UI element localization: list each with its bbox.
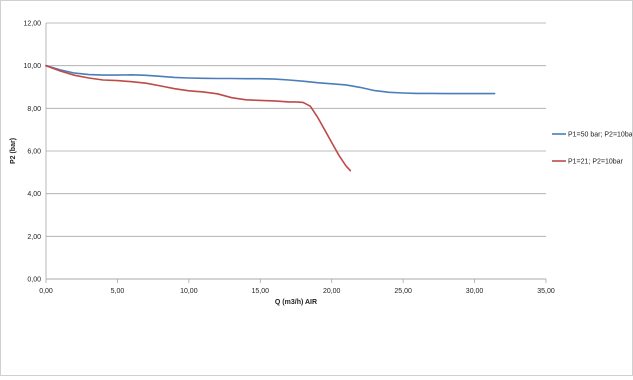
x-tick-label: 10,00	[180, 288, 198, 295]
y-tick-label: 10,00	[23, 63, 41, 70]
y-tick-label: 0,00	[27, 277, 41, 284]
y-tick-labels: 0,00 2,00 4,00 6,00 8,00 10,00 12,00	[23, 21, 41, 284]
x-tick-label: 15,00	[252, 288, 270, 295]
y-tick-label: 12,00	[23, 21, 41, 28]
legend-label-1: P1=50 bar; P2=10ba	[568, 132, 632, 139]
axes	[45, 23, 547, 283]
x-tick-label: 25,00	[394, 288, 412, 295]
x-tick-labels: 0,00 5,00 10,00 15,00 20,00 25,00 30,00 35,00	[39, 288, 555, 295]
legend-label-2: P1=21; P2=10bar	[568, 159, 624, 166]
x-tick-label: 20,00	[323, 288, 341, 295]
y-tick-label: 8,00	[27, 106, 41, 113]
series-lines	[45, 64, 496, 172]
y-tick-label: 4,00	[27, 191, 41, 198]
legend: P1=50 bar; P2=10ba P1=21; P2=10bar	[552, 132, 633, 166]
series-line-2	[45, 64, 352, 172]
x-tick-label: 0,00	[39, 288, 53, 295]
series-line-1	[45, 64, 496, 95]
x-tick-label: 30,00	[466, 288, 484, 295]
x-axis-title: Q (m3/h) AIR	[275, 299, 317, 306]
y-tick-label: 6,00	[27, 149, 41, 156]
x-tick-label: 5,00	[111, 288, 125, 295]
y-tick-label: 2,00	[27, 234, 41, 241]
x-tick-label: 35,00	[537, 288, 555, 295]
y-axis-title: P2 (bar)	[10, 138, 17, 164]
gridlines	[46, 22, 546, 280]
